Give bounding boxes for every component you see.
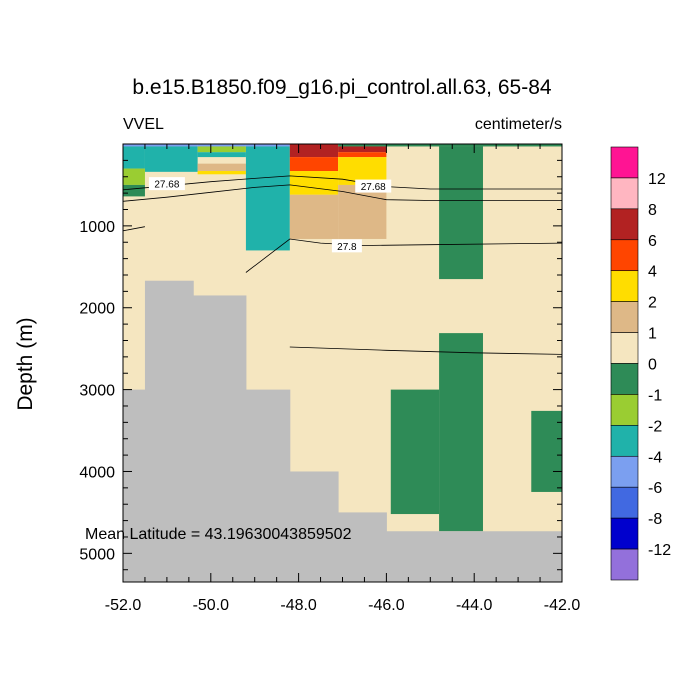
- velocity-cell: [197, 144, 246, 147]
- colorbar-swatch: [610, 394, 639, 426]
- velocity-cell: [197, 163, 246, 172]
- y-axis-label: Depth (m): [14, 317, 37, 410]
- velocity-cell: [123, 144, 145, 147]
- y-tick-label: 3000: [79, 383, 115, 400]
- colorbar-swatch: [610, 208, 639, 241]
- colorbar-swatch: [610, 363, 639, 395]
- velocity-cell: [245, 146, 290, 251]
- variable-label: VVEL: [123, 116, 164, 133]
- velocity-cell: [123, 184, 145, 197]
- x-tick-label: -52.0: [105, 597, 142, 614]
- contour-line: [122, 184, 562, 202]
- chart-title: b.e15.B1850.f09_g16.pi_control.all.63, 6…: [132, 76, 551, 99]
- contour-label-box: [355, 179, 392, 193]
- velocity-cell: [289, 171, 339, 195]
- colorbar-label: 8: [648, 202, 657, 219]
- x-tick-label: -50.0: [193, 597, 230, 614]
- y-axis: 1000 2000 3000 4000 5000: [79, 159, 562, 571]
- colorbar-swatch: [610, 517, 639, 550]
- colorbar-swatch: [610, 146, 639, 179]
- velocity-cell: [144, 144, 198, 147]
- colorbar-swatch: [610, 548, 639, 581]
- velocity-cell: [338, 152, 387, 158]
- x-tick-label: -44.0: [456, 597, 493, 614]
- y-tick-label: 2000: [79, 301, 115, 318]
- colorbar-label: -1: [648, 387, 662, 404]
- units-label: centimeter/s: [475, 116, 562, 133]
- colorbar-label: 1: [648, 326, 657, 343]
- velocity-cell: [439, 333, 483, 532]
- velocity-cell: [123, 168, 145, 185]
- velocity-cell: [531, 410, 562, 492]
- colorbar-label: 6: [648, 233, 657, 250]
- velocity-cell: [439, 146, 483, 280]
- velocity-cell: [338, 184, 387, 239]
- land-cell: [289, 471, 339, 582]
- density-contours: 27.68 27.68 27.8: [122, 175, 563, 355]
- velocity-cell: [197, 152, 246, 158]
- colorbar-swatch: [610, 425, 639, 457]
- land-cell: [338, 512, 387, 582]
- y-tick-label: 1000: [79, 219, 115, 236]
- land-cell: [144, 280, 194, 582]
- velocity-cell: [197, 171, 246, 175]
- colorbar-label: 12: [648, 171, 666, 188]
- contour-label: 27.8: [337, 242, 357, 253]
- velocity-cell: [289, 157, 339, 172]
- colorbar: 12 8 6 4 2 1 0 -1 -2 -4 -6 -8 -12: [610, 146, 671, 581]
- velocity-cell: [390, 389, 440, 515]
- contour-label-box: [331, 239, 362, 253]
- velocity-cell: [245, 144, 290, 147]
- colorbar-swatch: [610, 270, 639, 302]
- colorbar-swatch: [610, 486, 639, 519]
- velocity-cell: [289, 194, 339, 239]
- x-tick-label: -48.0: [280, 597, 317, 614]
- colorbar-swatch: [610, 301, 639, 333]
- velocity-cell: [338, 144, 387, 147]
- x-tick-label: -42.0: [544, 597, 581, 614]
- velocity-cell: [144, 146, 198, 172]
- land-cell: [193, 295, 247, 582]
- colorbar-swatch: [610, 455, 639, 488]
- velocity-cell: [289, 144, 339, 158]
- contour-label: 27.68: [361, 182, 386, 193]
- x-tick-label: -46.0: [368, 597, 405, 614]
- colorbar-label: 0: [648, 357, 657, 374]
- contour-line: [122, 226, 145, 232]
- colorbar-label: -2: [648, 418, 662, 435]
- colorbar-swatch: [610, 239, 639, 272]
- plot-area: 27.68 27.68 27.8: [122, 143, 563, 583]
- contour-label: 27.68: [154, 180, 179, 191]
- x-axis: -52.0 -50.0 -48.0 -46.0 -44.0 -42.0: [105, 144, 581, 614]
- colorbar-label: 4: [648, 264, 657, 281]
- colorbar-label: -8: [648, 511, 662, 528]
- colorbar-label: -6: [648, 480, 662, 497]
- y-tick-label: 5000: [79, 546, 115, 563]
- colorbar-swatch: [610, 177, 639, 210]
- colorbar-label: -12: [648, 542, 671, 559]
- velocity-cell: [197, 146, 246, 153]
- velocity-cell: [338, 146, 387, 153]
- contour-line: [289, 346, 563, 355]
- y-tick-label: 4000: [79, 464, 115, 481]
- colorbar-swatch: [610, 332, 639, 364]
- contour-label-box: [148, 177, 185, 191]
- colorbar-label: 2: [648, 295, 657, 312]
- colorbar-label: -4: [648, 449, 662, 466]
- velocity-cell: [123, 146, 145, 169]
- mean-latitude-annotation: Mean Latitude = 43.19630043859502: [85, 526, 352, 543]
- land-cell: [245, 389, 291, 582]
- land-cell: [123, 389, 146, 582]
